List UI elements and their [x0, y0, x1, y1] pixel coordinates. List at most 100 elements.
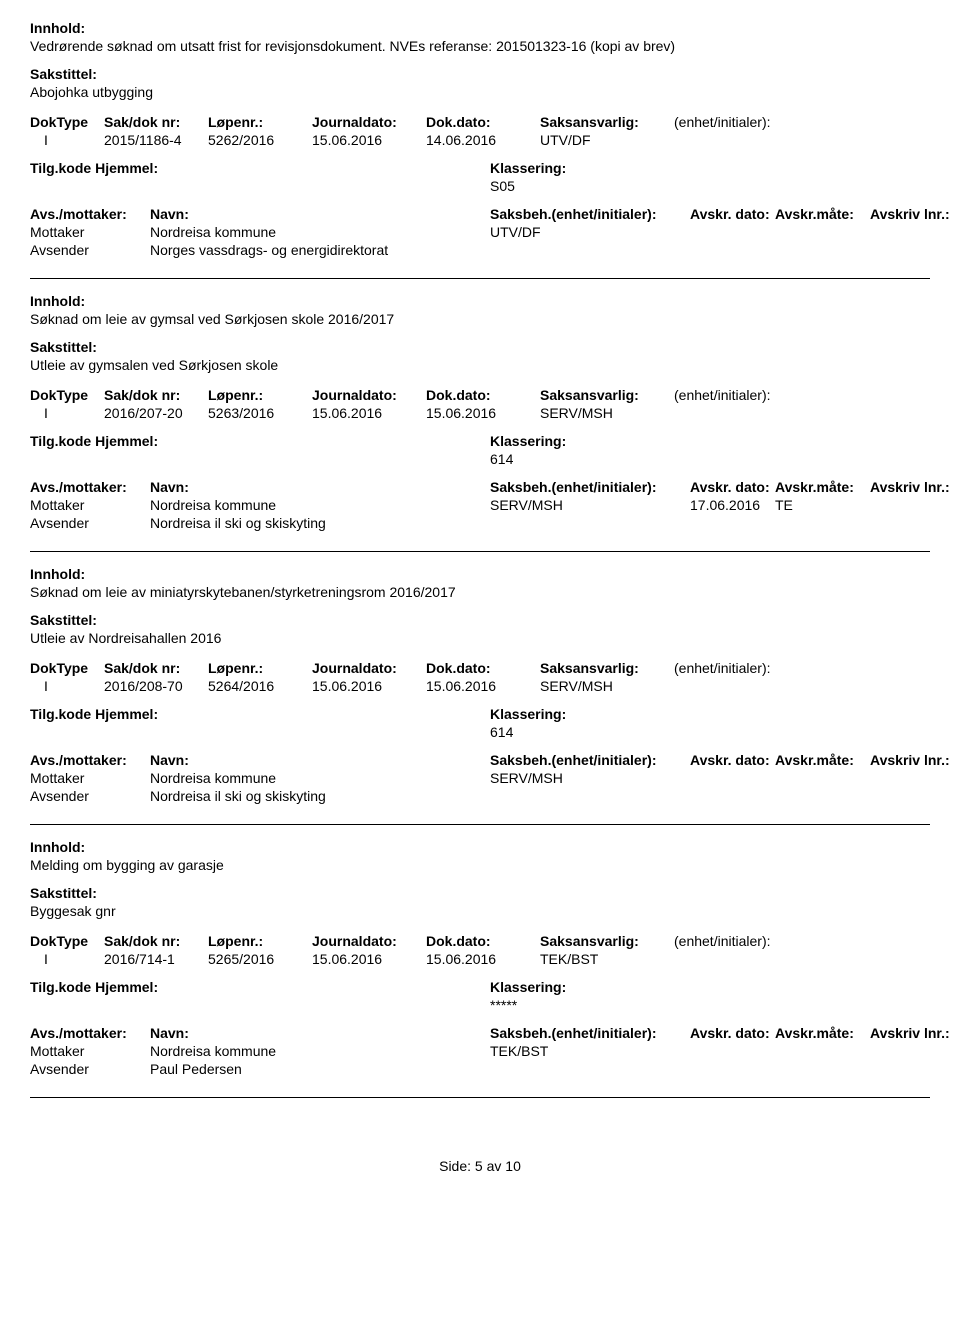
- mottaker-val: Nordreisa kommune: [150, 497, 490, 513]
- avskrmate-val: [775, 224, 870, 240]
- journaldato-label: Journaldato:: [312, 933, 422, 949]
- avsender-label: Avsender: [30, 1061, 150, 1077]
- avskrmate-label: Avskr.måte:: [775, 1025, 870, 1041]
- innhold-label: Innhold:: [30, 566, 930, 582]
- sakdoknr-val: 2016/207-20: [104, 405, 204, 421]
- klassering-val: *****: [490, 997, 790, 1013]
- journaldato-val: 15.06.2016: [312, 951, 422, 967]
- avskrmate-val: TE: [775, 497, 870, 513]
- total: 10: [505, 1158, 521, 1174]
- journal-entry: Innhold: Vedrørende søknad om utsatt fri…: [30, 20, 930, 279]
- avskrdato-val: [690, 770, 775, 786]
- sakdoknr-val: 2016/714-1: [104, 951, 204, 967]
- innhold-text: Vedrørende søknad om utsatt frist for re…: [30, 38, 930, 54]
- sakstittel-label: Sakstittel:: [30, 339, 930, 355]
- sakdoknr-val: 2015/1186-4: [104, 132, 204, 148]
- avsender-val: Nordreisa il ski og skiskyting: [150, 515, 490, 531]
- avskrivlnr-label: Avskriv lnr.:: [870, 479, 960, 495]
- sakdoknr-val: 2016/208-70: [104, 678, 204, 694]
- enhet-label: (enhet/initialer):: [674, 387, 814, 403]
- avskrivlnr-label: Avskriv lnr.:: [870, 752, 960, 768]
- klassering-val: 614: [490, 724, 790, 740]
- sakstittel-label: Sakstittel:: [30, 612, 930, 628]
- side-label: Side:: [439, 1158, 471, 1174]
- avskrmate-val: [775, 770, 870, 786]
- avskrmate-val: [775, 1043, 870, 1059]
- page-num: 5: [475, 1158, 483, 1174]
- journal-entry: Innhold: Søknad om leie av miniatyrskyte…: [30, 566, 930, 825]
- sakstittel-label: Sakstittel:: [30, 66, 930, 82]
- dokdato-val: 15.06.2016: [426, 951, 536, 967]
- innhold-label: Innhold:: [30, 293, 930, 309]
- enhet-label: (enhet/initialer):: [674, 660, 814, 676]
- innhold-label: Innhold:: [30, 839, 930, 855]
- doktype-label: DokType: [30, 387, 100, 403]
- saksbeh-val: TEK/BST: [490, 1043, 690, 1059]
- sakstittel-label: Sakstittel:: [30, 885, 930, 901]
- innhold-text: Melding om bygging av garasje: [30, 857, 930, 873]
- klassering-label: Klassering:: [490, 706, 790, 722]
- mottaker-val: Nordreisa kommune: [150, 224, 490, 240]
- saksbeh-label: Saksbeh.(enhet/initialer):: [490, 752, 690, 768]
- sakdoknr-label: Sak/dok nr:: [104, 387, 204, 403]
- avskrdato-val: [690, 224, 775, 240]
- mottaker-val: Nordreisa kommune: [150, 1043, 490, 1059]
- saksansvarlig-val: SERV/MSH: [540, 678, 670, 694]
- saksansvarlig-label: Saksansvarlig:: [540, 387, 670, 403]
- klassering-val: S05: [490, 178, 790, 194]
- journaldato-label: Journaldato:: [312, 387, 422, 403]
- avsender-label: Avsender: [30, 515, 150, 531]
- klassering-label: Klassering:: [490, 433, 790, 449]
- tilgkode-label: Tilg.kode Hjemmel:: [30, 706, 200, 722]
- doktype-val: I: [30, 951, 100, 967]
- navn-label: Navn:: [150, 206, 490, 222]
- dokdato-val: 15.06.2016: [426, 678, 536, 694]
- navn-label: Navn:: [150, 479, 490, 495]
- innhold-text: Søknad om leie av gymsal ved Sørkjosen s…: [30, 311, 930, 327]
- sakdoknr-label: Sak/dok nr:: [104, 114, 204, 130]
- saksbeh-val: UTV/DF: [490, 224, 690, 240]
- dokdato-label: Dok.dato:: [426, 114, 536, 130]
- dokdato-val: 15.06.2016: [426, 405, 536, 421]
- sakdoknr-label: Sak/dok nr:: [104, 660, 204, 676]
- navn-label: Navn:: [150, 752, 490, 768]
- dokdato-label: Dok.dato:: [426, 387, 536, 403]
- innhold-text: Søknad om leie av miniatyrskytebanen/sty…: [30, 584, 930, 600]
- enhet-label: (enhet/initialer):: [674, 933, 814, 949]
- avsmottaker-label: Avs./mottaker:: [30, 752, 150, 768]
- saksbeh-val: SERV/MSH: [490, 497, 690, 513]
- avsmottaker-label: Avs./mottaker:: [30, 479, 150, 495]
- avsender-label: Avsender: [30, 788, 150, 804]
- lopenr-label: Løpenr.:: [208, 933, 308, 949]
- lopenr-val: 5263/2016: [208, 405, 308, 421]
- avskrdato-label: Avskr. dato:: [690, 479, 775, 495]
- avsmottaker-label: Avs./mottaker:: [30, 206, 150, 222]
- journaldato-val: 15.06.2016: [312, 405, 422, 421]
- innhold-label: Innhold:: [30, 20, 930, 36]
- avskrdato-label: Avskr. dato:: [690, 206, 775, 222]
- mottaker-label: Mottaker: [30, 770, 150, 786]
- journaldato-val: 15.06.2016: [312, 678, 422, 694]
- journaldato-val: 15.06.2016: [312, 132, 422, 148]
- klassering-val: 614: [490, 451, 790, 467]
- avskrivlnr-label: Avskriv lnr.:: [870, 206, 960, 222]
- sakstittel-text: Utleie av gymsalen ved Sørkjosen skole: [30, 357, 930, 373]
- avsmottaker-label: Avs./mottaker:: [30, 1025, 150, 1041]
- saksbeh-label: Saksbeh.(enhet/initialer):: [490, 1025, 690, 1041]
- lopenr-val: 5262/2016: [208, 132, 308, 148]
- doktype-val: I: [30, 678, 100, 694]
- avsender-val: Norges vassdrags- og energidirektorat: [150, 242, 490, 258]
- avskrdato-label: Avskr. dato:: [690, 752, 775, 768]
- tilgkode-label: Tilg.kode Hjemmel:: [30, 433, 200, 449]
- mottaker-label: Mottaker: [30, 497, 150, 513]
- saksbeh-label: Saksbeh.(enhet/initialer):: [490, 479, 690, 495]
- enhet-label: (enhet/initialer):: [674, 114, 814, 130]
- avskrmate-label: Avskr.måte:: [775, 752, 870, 768]
- doktype-label: DokType: [30, 660, 100, 676]
- lopenr-label: Løpenr.:: [208, 387, 308, 403]
- doktype-val: I: [30, 405, 100, 421]
- saksbeh-val: SERV/MSH: [490, 770, 690, 786]
- journal-entry: Innhold: Melding om bygging av garasje S…: [30, 839, 930, 1098]
- mottaker-val: Nordreisa kommune: [150, 770, 490, 786]
- saksbeh-label: Saksbeh.(enhet/initialer):: [490, 206, 690, 222]
